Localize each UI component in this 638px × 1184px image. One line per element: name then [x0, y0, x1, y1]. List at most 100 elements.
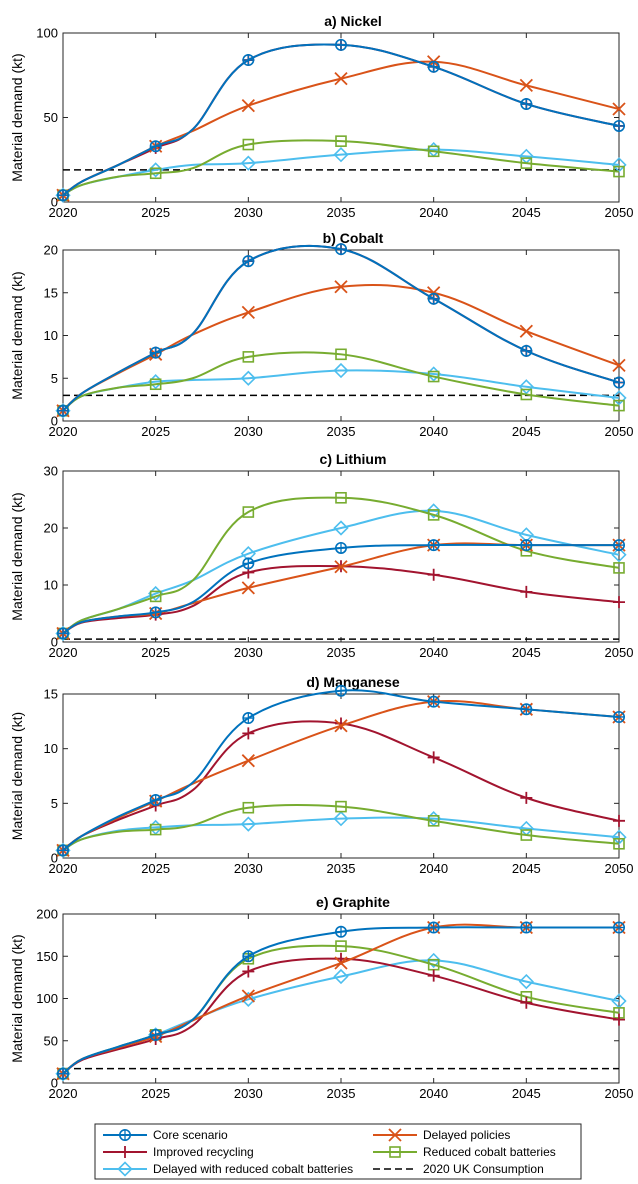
data-point	[335, 135, 347, 147]
data-point	[240, 370, 256, 386]
x-tick-label: 2030	[234, 645, 263, 660]
data-point	[520, 344, 533, 357]
y-axis-label: Material demand (kt)	[9, 492, 25, 620]
data-point	[242, 54, 255, 67]
data-point	[613, 399, 625, 412]
x-tick-label: 2045	[512, 861, 541, 876]
data-point	[149, 823, 162, 836]
x-tick-label: 2045	[512, 205, 541, 220]
data-point-cross	[243, 712, 254, 724]
series-reduced-cobalt-batteries	[57, 491, 625, 640]
x-tick-label: 2045	[512, 1086, 541, 1101]
data-point	[56, 189, 69, 202]
data-point-cross	[57, 628, 69, 639]
data-point	[242, 351, 255, 363]
data-point	[241, 754, 255, 768]
legend-item-core-scenario: Core scenario	[103, 1128, 228, 1142]
data-point	[149, 794, 162, 807]
data-point	[241, 989, 255, 1003]
data-point	[333, 811, 349, 827]
y-tick-label: 5	[51, 796, 58, 811]
data-point	[149, 378, 162, 391]
data-point	[334, 719, 348, 733]
legend-label: 2020 UK Consumption	[423, 1162, 544, 1176]
data-point	[520, 585, 533, 598]
y-axis-label: Material demand (kt)	[9, 712, 25, 840]
x-tick-label: 2035	[327, 205, 356, 220]
series-reduced-cobalt-batteries	[57, 348, 625, 417]
y-axis-label: Material demand (kt)	[9, 271, 25, 399]
data-point	[242, 138, 255, 151]
data-point	[518, 379, 534, 395]
legend-label: Improved recycling	[153, 1145, 254, 1159]
data-point	[335, 940, 347, 952]
legend-item-delayed-policies: Delayed policies	[373, 1128, 510, 1142]
data-point	[520, 157, 533, 169]
data-point-cross	[335, 926, 347, 937]
x-tick-label: 2040	[419, 861, 448, 876]
data-point	[613, 596, 625, 609]
chart-title: c) Lithium	[320, 451, 387, 467]
y-tick-label: 10	[44, 741, 58, 756]
data-point	[334, 38, 347, 51]
data-point	[56, 404, 69, 417]
x-tick-label: 2035	[327, 645, 356, 660]
data-point-cross	[57, 1068, 69, 1079]
data-point	[149, 606, 162, 619]
legend-box	[94, 1123, 582, 1180]
data-point	[333, 520, 349, 536]
series-core-scenario	[56, 539, 625, 640]
data-point	[56, 627, 69, 640]
series-line	[62, 926, 619, 1075]
y-tick-label: 100	[36, 991, 58, 1006]
data-point	[242, 965, 255, 978]
chart-panel-b-cobalt: 2020 2025 2030 2035 2040 2045 2050 0 5 10 15 20 b) C…	[9, 230, 633, 439]
y-tick-label: 0	[51, 635, 58, 650]
series-line	[62, 804, 620, 852]
data-point	[613, 837, 625, 850]
x-tick-label: 2050	[605, 205, 634, 220]
data-point	[149, 346, 162, 359]
y-axis-label: Material demand (kt)	[9, 934, 25, 1062]
data-point	[427, 509, 440, 521]
data-point	[612, 539, 625, 552]
data-point	[241, 581, 255, 595]
data-point	[520, 539, 533, 552]
legend-item-improved-recycling: Improved recycling	[103, 1145, 254, 1159]
data-point-cross	[613, 377, 625, 388]
data-point-cross	[57, 405, 69, 416]
x-tick-label: 2035	[327, 424, 356, 439]
y-tick-label: 0	[51, 851, 58, 866]
data-point	[241, 99, 255, 113]
series-line	[62, 351, 620, 412]
data-point	[334, 956, 348, 970]
y-tick-label: 5	[51, 371, 58, 386]
data-point	[427, 568, 440, 581]
data-point	[56, 844, 69, 857]
data-point	[333, 147, 349, 163]
x-tick-label: 2025	[141, 424, 170, 439]
data-point-cross	[243, 951, 254, 962]
data-point	[519, 78, 533, 93]
data-point	[242, 727, 255, 740]
x-tick-label: 2020	[49, 1086, 78, 1101]
x-tick-label: 2035	[327, 861, 356, 876]
data-point	[240, 816, 256, 832]
x-tick-label: 2040	[419, 1086, 448, 1101]
data-point-cross	[335, 685, 347, 696]
data-point-cross	[335, 39, 347, 51]
data-point	[242, 950, 255, 963]
data-point	[334, 280, 348, 294]
data-point	[240, 155, 256, 171]
data-point-cross	[57, 845, 69, 856]
y-tick-label: 50	[44, 110, 58, 125]
y-tick-label: 0	[51, 414, 58, 429]
data-point	[427, 695, 440, 708]
data-point	[520, 703, 533, 716]
x-tick-label: 2020	[49, 205, 78, 220]
x-tick-label: 2025	[141, 205, 170, 220]
data-point	[149, 1028, 162, 1041]
series-line	[62, 957, 620, 1075]
